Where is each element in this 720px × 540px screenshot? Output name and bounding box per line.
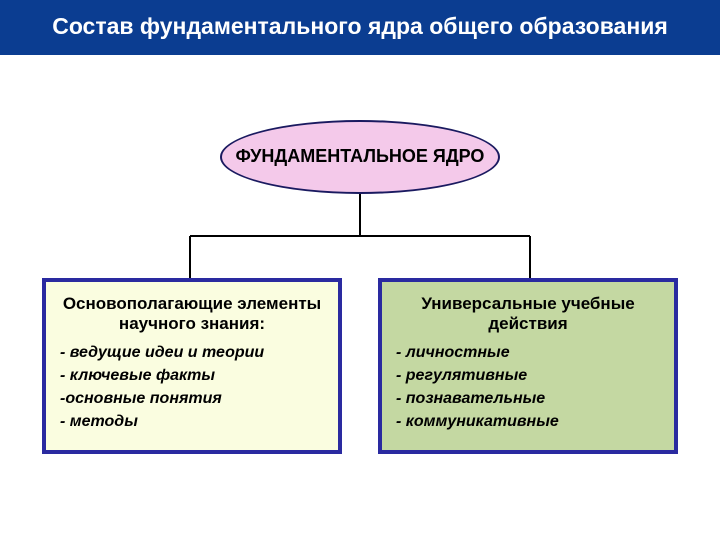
page-title: Состав фундаментального ядра общего обра… (20, 12, 700, 41)
list-item: - личностные (396, 341, 660, 364)
list-item: - познавательные (396, 387, 660, 410)
root-label: ФУНДАМЕНТАЛЬНОЕ ЯДРО (236, 146, 485, 168)
right-box-list: - личностные - регулятивные - познавател… (396, 341, 660, 434)
left-box-list: - ведущие идеи и теории - ключевые факты… (60, 341, 324, 434)
left-box: Основополагающие элементы научного знани… (42, 278, 342, 454)
right-box-heading: Универсальные учебные действия (396, 294, 660, 335)
root-node: ФУНДАМЕНТАЛЬНОЕ ЯДРО (220, 120, 500, 194)
connector-lines (0, 0, 720, 540)
list-item: - регулятивные (396, 364, 660, 387)
right-box: Универсальные учебные действия - личност… (378, 278, 678, 454)
left-box-heading: Основополагающие элементы научного знани… (60, 294, 324, 335)
list-item: - коммуникативные (396, 410, 660, 433)
list-item: - методы (60, 410, 324, 433)
title-bar: Состав фундаментального ядра общего обра… (0, 0, 720, 55)
list-item: -основные понятия (60, 387, 324, 410)
list-item: - ключевые факты (60, 364, 324, 387)
list-item: - ведущие идеи и теории (60, 341, 324, 364)
